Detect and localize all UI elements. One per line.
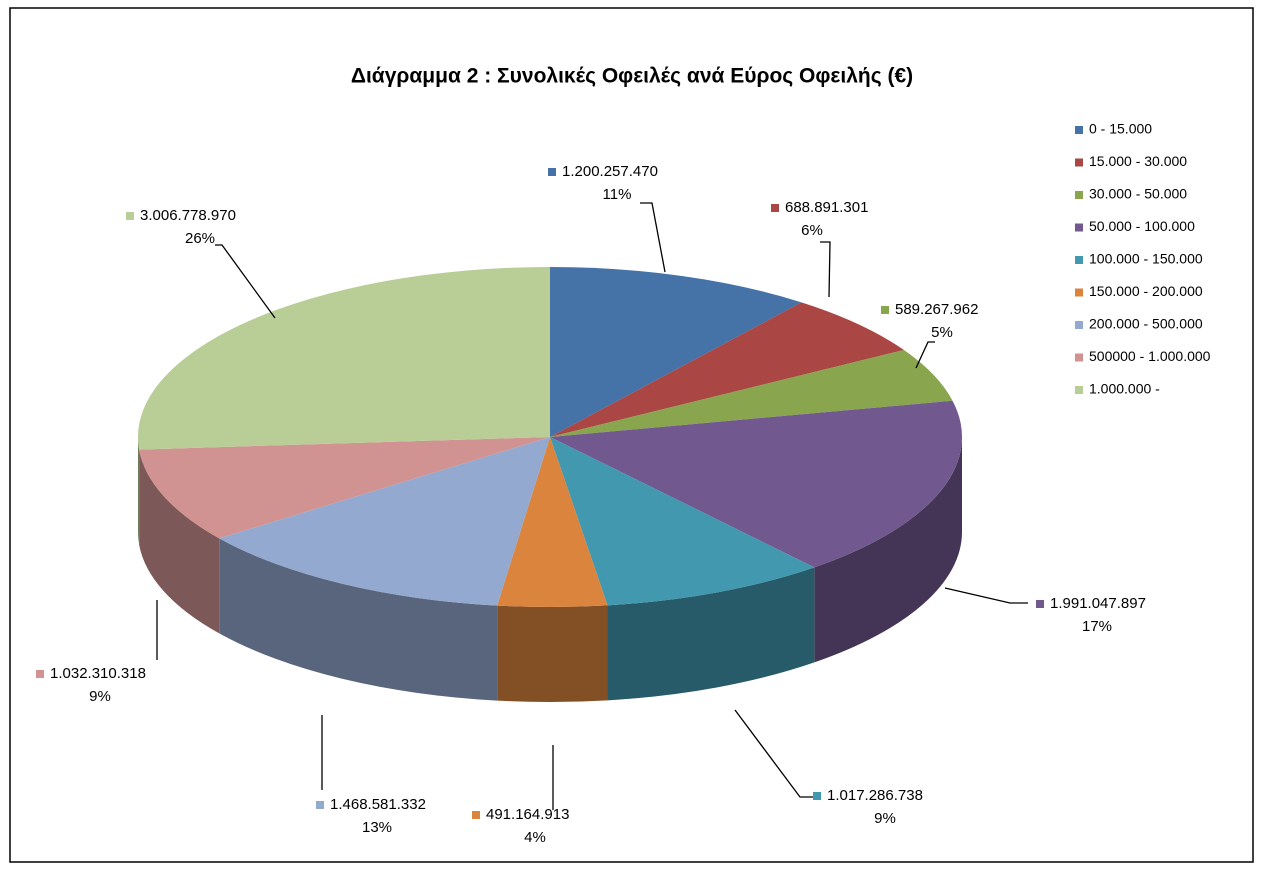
slice <box>550 437 815 606</box>
legend-label: 15.000 - 30.000 <box>1089 153 1187 169</box>
label-swatch <box>881 306 889 314</box>
legend-swatch <box>1075 288 1083 297</box>
percent-label: 9% <box>89 688 111 705</box>
legend-label: 0 - 15.000 <box>1089 121 1152 137</box>
leader-line <box>215 244 276 319</box>
data-label: 589.267.962 <box>895 301 978 318</box>
legend-label: 1.000.000 - <box>1089 381 1160 397</box>
legend-swatch <box>1075 353 1083 362</box>
data-label: 1.991.047.897 <box>1050 595 1146 612</box>
data-label: 1.017.286.738 <box>827 787 923 804</box>
percent-label: 26% <box>185 230 215 247</box>
label-swatch <box>316 801 324 809</box>
slice-side <box>138 437 140 545</box>
legend-label: 150.000 - 200.000 <box>1089 283 1203 299</box>
percent-label: 6% <box>801 222 823 239</box>
legend-label: 200.000 - 500.000 <box>1089 316 1203 332</box>
label-swatch <box>472 811 480 819</box>
data-label: 3.006.778.970 <box>140 207 236 224</box>
percent-label: 4% <box>524 829 546 846</box>
legend-label: 50.000 - 100.000 <box>1089 218 1195 234</box>
label-swatch <box>548 168 556 176</box>
slice-side <box>814 437 962 663</box>
slice <box>219 437 550 606</box>
slice-side <box>607 567 815 701</box>
legend-label: 100.000 - 150.000 <box>1089 251 1203 267</box>
chart-title: Διάγραμμα 2 : Συνολικές Οφειλές ανά Εύρο… <box>351 65 913 88</box>
legend-swatch <box>1075 126 1083 134</box>
label-swatch <box>36 670 44 678</box>
slice <box>550 302 904 437</box>
legend-swatch <box>1075 158 1083 167</box>
slice <box>138 266 550 450</box>
legend-swatch <box>1075 256 1083 264</box>
data-label: 491.164.913 <box>486 806 569 823</box>
percent-label: 13% <box>362 819 392 836</box>
leader-line <box>734 709 815 798</box>
label-swatch <box>813 792 821 800</box>
leader-line <box>640 202 666 273</box>
legend-swatch <box>1075 191 1083 199</box>
legend-swatch <box>1075 223 1083 232</box>
label-swatch <box>126 212 134 220</box>
leader-line <box>820 241 831 298</box>
slice-side <box>139 449 220 634</box>
data-label: 688.891.301 <box>785 199 868 216</box>
data-label: 1.200.257.470 <box>562 163 658 180</box>
slice-side <box>219 538 498 701</box>
percent-label: 11% <box>603 186 632 203</box>
legend-label: 500000 - 1.000.000 <box>1089 348 1211 364</box>
legend-swatch <box>1075 321 1083 329</box>
percent-label: 9% <box>874 810 896 827</box>
legend-label: 30.000 - 50.000 <box>1089 186 1187 202</box>
percent-label: 5% <box>931 324 953 341</box>
leader-line <box>944 587 1028 604</box>
data-label: 1.468.581.332 <box>330 796 426 813</box>
slice-side <box>497 605 608 703</box>
percent-label: 17% <box>1082 618 1112 635</box>
slice <box>550 267 802 437</box>
slice <box>550 400 962 568</box>
data-label: 1.032.310.318 <box>50 665 146 682</box>
legend-swatch <box>1075 386 1083 394</box>
leader-line <box>915 341 935 369</box>
slice <box>550 349 953 437</box>
label-swatch <box>1036 600 1044 608</box>
slice <box>139 437 550 539</box>
label-swatch <box>771 204 779 212</box>
slice <box>497 437 608 607</box>
